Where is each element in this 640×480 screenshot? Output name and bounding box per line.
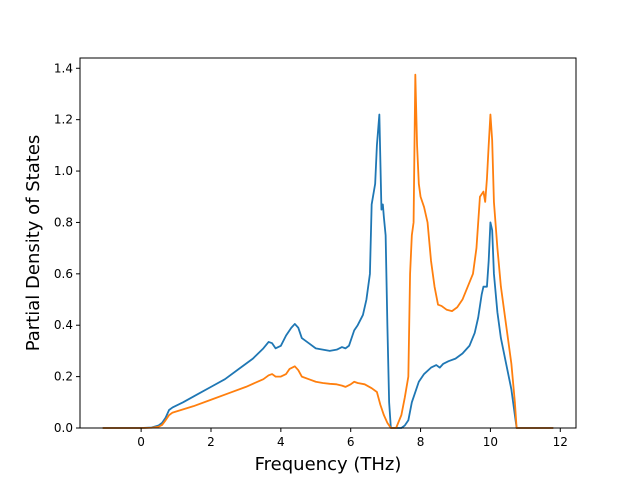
x-tick-label: 8 (417, 435, 425, 449)
x-tick-label: 2 (207, 435, 215, 449)
y-tick-label: 0.4 (54, 318, 73, 332)
y-axis: 0.0 0.2 0.4 0.6 0.8 1.0 1.2 1.4 (54, 61, 80, 435)
x-tick-label: 0 (137, 435, 145, 449)
y-tick-label: 0.6 (54, 267, 73, 281)
y-tick-label: 0.0 (54, 421, 73, 435)
x-tick-label: 10 (483, 435, 498, 449)
y-tick-label: 1.0 (54, 164, 73, 178)
x-axis: 0 2 4 6 8 10 12 (137, 428, 568, 449)
x-axis-label: Frequency (THz) (255, 454, 402, 475)
y-axis-label: Partial Density of States (23, 135, 44, 352)
plot-frame (79, 57, 577, 429)
y-tick-label: 1.2 (54, 113, 73, 127)
series-line-1 (102, 113, 554, 429)
x-tick-label: 12 (553, 435, 568, 449)
y-tick-label: 0.2 (54, 370, 73, 384)
x-tick-label: 4 (277, 435, 285, 449)
y-tick-label: 1.4 (54, 61, 73, 75)
y-tick-label: 0.8 (54, 215, 73, 229)
x-tick-label: 6 (347, 435, 355, 449)
